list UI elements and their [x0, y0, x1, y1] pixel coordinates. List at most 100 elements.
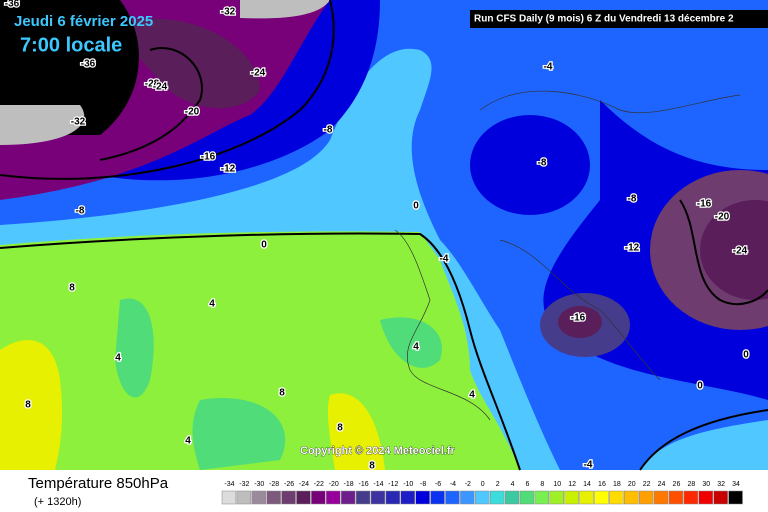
legend-label: -26	[284, 481, 294, 488]
legend-label: -34	[224, 481, 234, 488]
copyright: Copyright © 2024 Meteociel.fr	[300, 445, 456, 457]
contour-label: 8	[25, 400, 31, 411]
legend-label: 26	[673, 481, 681, 488]
legend-swatch	[311, 490, 326, 505]
legend-label: 32	[717, 481, 725, 488]
warm-patch	[0, 340, 385, 470]
contour-label: -24	[153, 82, 168, 93]
contour-label: -8	[324, 125, 333, 136]
legend-label: -18	[344, 481, 354, 488]
legend-label: 0	[481, 481, 485, 488]
contour-label: 0	[261, 240, 267, 251]
legend-swatch	[594, 490, 609, 505]
contour-label: -24	[251, 68, 266, 79]
contour-label: -8	[76, 206, 85, 217]
contour-label: 8	[69, 283, 75, 294]
run-info: Run CFS Daily (9 mois) 6 Z du Vendredi 1…	[474, 14, 734, 25]
legend-swatch	[281, 490, 296, 505]
contour-label: 8	[337, 423, 343, 434]
contour-label: -4	[440, 254, 449, 265]
legend-swatch	[355, 490, 371, 505]
legend-label: -10	[403, 481, 413, 488]
contour-label: 0	[413, 201, 419, 212]
date: Jeudi 6 février 2025	[14, 13, 153, 30]
legend-label: 12	[568, 481, 576, 488]
coastlines	[394, 90, 741, 421]
greenland	[0, 0, 139, 135]
legend-label: -22	[314, 481, 324, 488]
legend-label: 6	[525, 481, 529, 488]
legend-label: 34	[732, 481, 740, 488]
legend-label: -16	[358, 481, 368, 488]
legend-swatch	[579, 490, 594, 505]
mild-patch	[115, 298, 442, 470]
legend-swatch	[430, 490, 445, 505]
legend-label: 18	[613, 481, 621, 488]
legend-label: 14	[583, 481, 591, 488]
contour-label: 4	[185, 436, 191, 447]
cold-core	[558, 306, 602, 338]
contour-label: -36	[81, 59, 96, 70]
contour-label: -32	[71, 117, 86, 128]
time: 7:00 locale	[20, 34, 122, 56]
contour-label: -20	[715, 212, 730, 223]
contour-label: -12	[221, 164, 236, 175]
footer-title: Température 850hPa	[28, 475, 169, 492]
contour-label: 4	[209, 299, 215, 310]
legend-swatch	[266, 490, 281, 505]
legend-swatch	[489, 490, 505, 505]
contour-label: 8	[279, 388, 285, 399]
legend-swatch	[683, 490, 699, 505]
contour-label: 0	[697, 381, 703, 392]
legend-swatch	[340, 490, 356, 505]
legend-label: -4	[450, 481, 456, 488]
legend-label: 24	[658, 481, 666, 488]
mild-region	[0, 231, 520, 470]
gray-region	[240, 0, 330, 19]
contour-label: 0	[743, 350, 749, 361]
contour-label: -8	[628, 194, 637, 205]
gray-region	[0, 105, 85, 145]
legend-label: 8	[540, 481, 544, 488]
legend-swatch	[713, 490, 728, 505]
legend-label: -32	[239, 481, 249, 488]
legend-label: 10	[553, 481, 561, 488]
contour-label: 8	[369, 461, 375, 472]
contour-label: -4	[544, 62, 553, 73]
legend-label: 20	[628, 481, 636, 488]
legend-swatch	[668, 490, 684, 505]
legend-swatch	[236, 490, 252, 505]
legend-swatch	[609, 490, 624, 505]
contour-label: 4	[413, 342, 419, 353]
footer-lead: (+ 1320h)	[34, 496, 81, 508]
legend-label: -28	[269, 481, 279, 488]
legend-swatch	[534, 490, 550, 505]
contour-label: 4	[469, 390, 475, 401]
legend-swatch	[624, 490, 639, 505]
legend-label: 30	[702, 481, 710, 488]
legend-swatch	[385, 490, 401, 505]
legend-swatch	[370, 490, 386, 505]
legend-label: 28	[687, 481, 695, 488]
legend-swatch	[460, 490, 475, 505]
legend-swatch	[549, 490, 564, 505]
legend-swatch	[504, 490, 520, 505]
contour-label: -16	[201, 152, 216, 163]
contour-label: -24	[733, 246, 748, 257]
legend: -34 -32 -30 -28 -26 -24 -22 -20 -18 -16 -14 -12 -10-…	[221, 481, 743, 505]
legend-label: -30	[254, 481, 264, 488]
legend-swatch	[296, 490, 311, 505]
legend-label: -8	[420, 481, 426, 488]
contour-label: -12	[625, 243, 640, 254]
legend-swatch	[415, 490, 430, 505]
legend-swatch	[326, 490, 341, 505]
legend-label: -2	[465, 481, 471, 488]
legend-swatch	[698, 490, 713, 505]
legend-label: -12	[388, 481, 398, 488]
very-cold-core	[700, 200, 768, 300]
legend-swatch	[221, 490, 237, 505]
legend-label: 16	[598, 481, 606, 488]
contour-label: -16	[697, 199, 712, 210]
